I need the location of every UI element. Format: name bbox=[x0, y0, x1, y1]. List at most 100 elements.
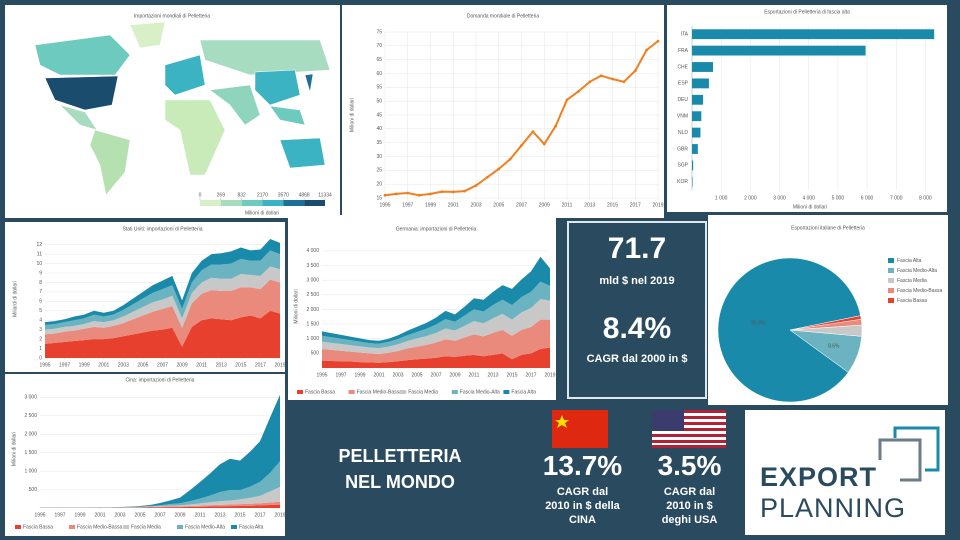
legend-tick-label: 4868 bbox=[299, 192, 310, 198]
y-tick-label: 1 000 bbox=[24, 468, 37, 474]
x-tick-label: 7 000 bbox=[890, 195, 903, 201]
chart-title: Importazioni mondiali di Pelletteria bbox=[134, 13, 210, 19]
point bbox=[440, 190, 444, 194]
y-axis-label: Milioni di dollari bbox=[293, 289, 299, 323]
country bbox=[89, 129, 131, 196]
y-tick-label: FRA bbox=[678, 48, 689, 54]
legend-band bbox=[200, 200, 221, 206]
legend-label: Fascia Alta bbox=[897, 258, 922, 264]
y-tick-label: 3 000 bbox=[306, 277, 319, 283]
x-tick-label: 2003 bbox=[470, 202, 481, 208]
x-tick-label: 2009 bbox=[177, 362, 188, 368]
y-tick-label: 9 bbox=[39, 270, 42, 276]
legend-label: Fascia Alta bbox=[511, 389, 536, 395]
x-tick-label: 1 000 bbox=[715, 195, 728, 201]
legend-band bbox=[262, 200, 284, 206]
x-tick-label: 1999 bbox=[425, 202, 436, 208]
bar bbox=[692, 45, 866, 56]
area-band bbox=[45, 250, 280, 330]
legend-label: Fascia Alta bbox=[239, 524, 264, 530]
x-tick-label: 2005 bbox=[137, 362, 148, 368]
y-tick-label: CHE bbox=[677, 64, 688, 70]
y-tick-label: 20 bbox=[376, 181, 382, 187]
stat-value: 71.7 bbox=[607, 232, 667, 265]
y-tick-label: KOR bbox=[677, 179, 688, 185]
legend-swatch bbox=[888, 258, 894, 263]
area-band bbox=[45, 239, 280, 325]
y-tick-label: 4 bbox=[39, 318, 42, 324]
area-band bbox=[322, 256, 550, 344]
bar bbox=[692, 176, 693, 187]
y-tick-label: 500 bbox=[29, 487, 38, 493]
country bbox=[164, 99, 226, 176]
x-tick-label: 2013 bbox=[216, 362, 227, 368]
x-tick-label: 2013 bbox=[214, 512, 225, 518]
y-tick-label: VNM bbox=[677, 114, 688, 120]
x-tick-label: 2001 bbox=[373, 372, 384, 378]
legend-swatch bbox=[15, 525, 21, 529]
x-tick-label: 2003 bbox=[118, 362, 129, 368]
y-tick-label: 2 bbox=[39, 336, 42, 342]
panel bbox=[5, 374, 285, 536]
y-tick-label: 1 500 bbox=[24, 450, 37, 456]
point bbox=[485, 175, 489, 179]
y-axis-label: Milioni di dollari bbox=[349, 98, 355, 132]
point bbox=[474, 184, 478, 187]
point bbox=[520, 144, 523, 147]
point bbox=[417, 193, 421, 197]
area-band bbox=[322, 281, 550, 349]
stat-value: 8.4% bbox=[602, 312, 672, 345]
x-tick-label: 1997 bbox=[335, 372, 346, 378]
panel bbox=[342, 5, 664, 218]
legend-swatch bbox=[231, 525, 237, 529]
logo-line2: PLANNING bbox=[760, 493, 907, 523]
legend-swatch bbox=[888, 298, 894, 303]
legend-swatch bbox=[348, 390, 355, 394]
legend-tick-label: 269 bbox=[217, 192, 226, 198]
legend-tick-label: 0 bbox=[199, 192, 202, 198]
legend-band bbox=[304, 200, 325, 206]
area-band bbox=[40, 461, 280, 508]
point bbox=[656, 39, 660, 43]
y-tick-label: GBR bbox=[677, 146, 688, 152]
point bbox=[611, 77, 614, 81]
y-tick-label: 10 bbox=[36, 261, 42, 267]
country bbox=[164, 54, 206, 96]
y-tick-label: 2 000 bbox=[24, 432, 37, 438]
x-tick-label: 2015 bbox=[607, 202, 618, 208]
x-tick-label: 2015 bbox=[234, 512, 245, 518]
x-tick-label: 2001 bbox=[94, 512, 105, 518]
x-tick-label: 2005 bbox=[493, 202, 504, 208]
bar bbox=[692, 94, 704, 105]
x-tick-label: 2015 bbox=[235, 362, 246, 368]
pie-slice bbox=[717, 257, 861, 403]
x-tick-label: 1995 bbox=[34, 512, 45, 518]
flag-canton bbox=[652, 410, 684, 431]
y-tick-label: 6 bbox=[39, 299, 42, 305]
y-tick-label: 65 bbox=[376, 57, 382, 63]
x-tick-label: 1997 bbox=[59, 362, 70, 368]
legend-swatch bbox=[503, 390, 510, 394]
x-tick-label: 3 000 bbox=[773, 195, 786, 201]
legend-label: Fascia Bassa bbox=[23, 524, 53, 530]
y-tick-label: 2 000 bbox=[306, 307, 319, 313]
point bbox=[451, 190, 455, 194]
area-band bbox=[322, 319, 550, 363]
x-tick-label: 5 000 bbox=[832, 195, 845, 201]
x-tick-label: 2007 bbox=[430, 372, 441, 378]
legend-tick-label: 3570 bbox=[278, 192, 289, 198]
x-tick-label: 1997 bbox=[54, 512, 65, 518]
x-tick-label: 2019 bbox=[274, 512, 285, 518]
y-tick-label: 70 bbox=[376, 43, 382, 49]
area-band bbox=[322, 299, 550, 354]
point bbox=[383, 193, 387, 197]
country bbox=[279, 137, 326, 169]
point bbox=[497, 167, 501, 171]
legend-tick-label: 832 bbox=[237, 192, 246, 198]
x-tick-label: 2007 bbox=[154, 512, 165, 518]
flag-stripes bbox=[652, 410, 726, 448]
x-tick-label: 2011 bbox=[562, 202, 573, 208]
y-tick-label: 3 000 bbox=[24, 395, 37, 401]
usa-note: CAGR dal 2010 in $ deghi USA bbox=[661, 486, 718, 526]
